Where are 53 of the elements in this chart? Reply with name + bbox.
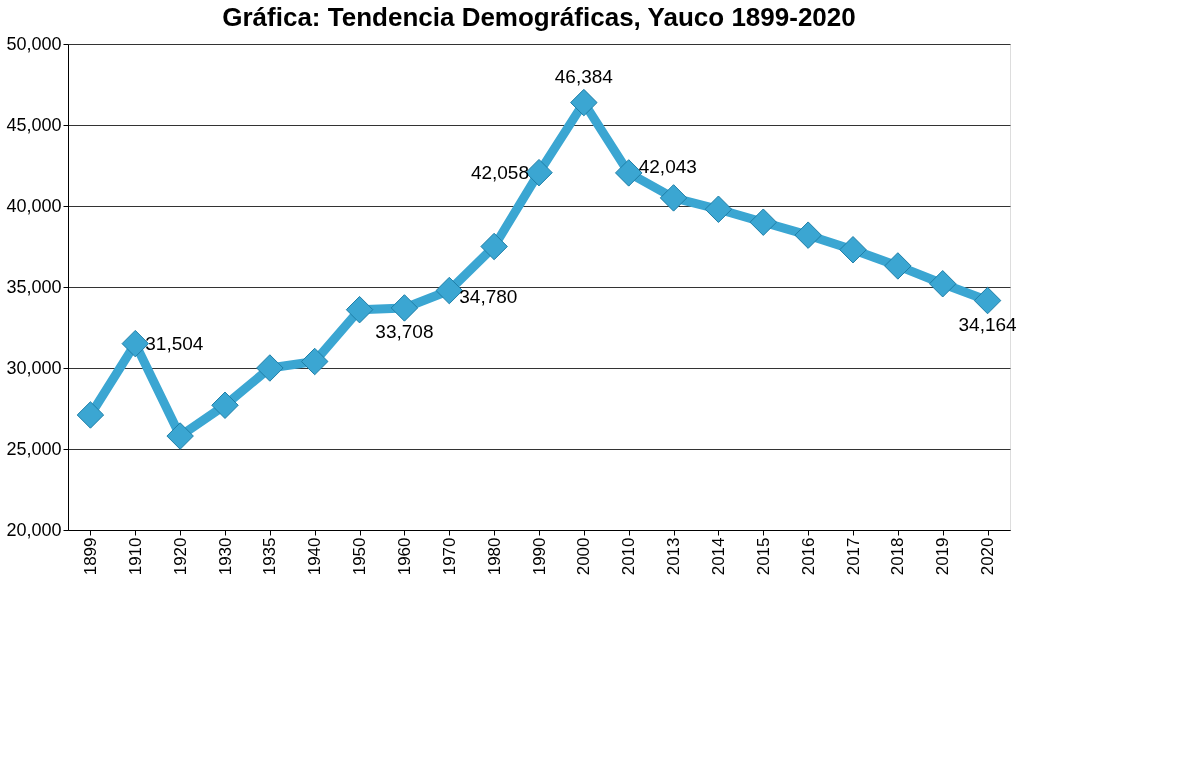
point [659,184,688,212]
point [704,195,733,223]
x-tick-label: 2019 [933,537,953,576]
x-tick-label: 2016 [798,537,818,576]
data-label: 42,043 [638,155,697,177]
point [390,294,419,322]
point [794,221,822,249]
data-label: 33,708 [375,320,434,342]
x-tick-label: 2013 [664,537,684,576]
x-tick-label: 2000 [574,537,594,576]
point [256,354,284,382]
point [884,252,912,280]
y-tick-label: 40,000 [6,195,62,216]
x-tick-label: 1980 [484,537,504,576]
data-label: 34,780 [459,285,518,307]
x-tick-label: 1960 [394,537,414,576]
y-tick-label: 30,000 [6,357,62,378]
x-tick-label: 2010 [619,537,639,576]
data-label: 46,384 [554,65,614,87]
x-tick-label: 2020 [978,537,998,576]
y-tick-label: 45,000 [6,114,62,135]
x-tick-label: 1899 [80,537,100,576]
x-tick-label: 1940 [305,537,325,576]
x-tick-label: 2014 [708,537,728,576]
chart-title: Gráfica: Tendencia Demográficas, Yauco 1899-2020 [222,2,856,32]
y-tick-label: 50,000 [6,33,62,54]
point [570,88,598,117]
y-tick-label: 35,000 [6,276,62,297]
x-tick-label: 1950 [350,537,370,576]
point [300,347,329,376]
point [345,295,374,324]
x-tick-label: 2015 [753,537,773,576]
x-tick-label: 1930 [215,537,235,576]
point [839,236,867,264]
point [480,232,508,261]
point [928,270,957,298]
y-tick-label: 25,000 [6,438,62,459]
x-tick-label: 1970 [439,537,459,576]
y-tick-label: 20,000 [6,519,62,540]
point [76,401,105,429]
data-label: 34,164 [958,313,1018,335]
data-label: 42,058 [470,161,529,183]
x-tick-label: 1990 [529,537,549,576]
data-label: 31,504 [145,332,204,354]
x-tick-label: 2017 [843,537,863,576]
point [749,208,778,236]
x-tick-label: 1910 [125,537,145,576]
point [211,391,239,419]
x-tick-label: 1935 [260,537,280,576]
point [973,286,1002,315]
x-tick-label: 2018 [888,537,908,576]
point [166,422,194,450]
x-tick-label: 1920 [170,537,190,576]
